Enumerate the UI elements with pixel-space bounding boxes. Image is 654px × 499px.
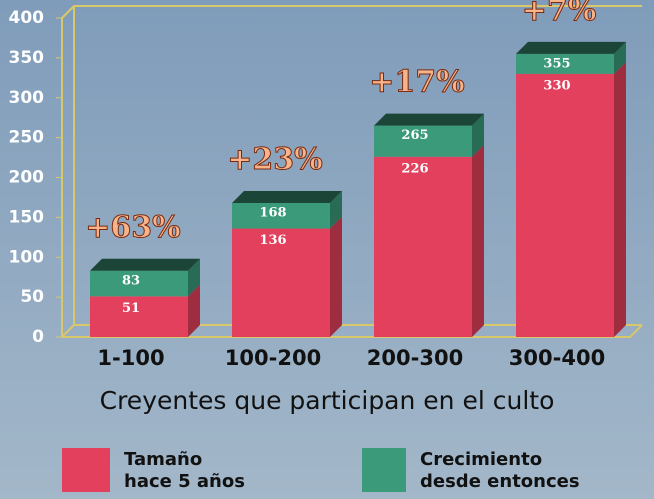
x-tick-label: 300-400	[509, 346, 605, 370]
x-tick-label: 1-100	[97, 346, 164, 370]
bar-segment	[516, 53, 614, 74]
y-tick-label: 0	[32, 327, 44, 347]
bar-segment	[90, 296, 188, 337]
bar-side	[188, 284, 200, 337]
legend-label: Tamaño hace 5 años	[124, 449, 245, 492]
value-label: 226	[401, 161, 428, 176]
value-label: 51	[122, 301, 140, 316]
y-tick-label: 50	[20, 287, 44, 307]
annotation: +23%	[227, 142, 322, 177]
bar-top	[516, 41, 626, 54]
y-tick-label: 150	[9, 207, 45, 227]
bar-segment	[232, 228, 330, 337]
bar-top	[90, 258, 200, 271]
bar-side	[188, 258, 200, 297]
bar-segment	[374, 156, 472, 337]
legend-label: Crecimiento desde entonces	[420, 449, 580, 492]
bar-segment	[232, 203, 330, 229]
bar-side	[472, 113, 484, 157]
annotation: +7%	[522, 0, 597, 28]
x-axis-title: Creyentes que participan en el culto	[100, 386, 555, 415]
bar-side	[330, 191, 342, 229]
x-tick-label: 100-200	[225, 346, 321, 370]
bar-segment	[374, 125, 472, 157]
annotation: +63%	[85, 210, 180, 245]
y-tick-label: 350	[9, 48, 45, 68]
y-tick-label: 250	[9, 128, 45, 148]
total-label: 265	[401, 128, 428, 143]
total-label: 355	[543, 56, 570, 71]
bar-top	[374, 113, 484, 126]
value-label: 136	[259, 233, 286, 248]
y-tick-label: 100	[9, 247, 45, 267]
bar-side	[614, 41, 626, 74]
y-tick-label: 200	[9, 168, 45, 188]
legend-swatch	[362, 448, 406, 492]
y-tick-label: 300	[9, 88, 45, 108]
legend-swatch	[62, 448, 110, 492]
bar-side	[472, 144, 484, 337]
x-tick-label: 200-300	[367, 346, 463, 370]
y-tick-label: 400	[9, 8, 45, 28]
annotation: +17%	[369, 65, 464, 100]
bar-side	[330, 216, 342, 337]
total-label: 168	[259, 206, 286, 221]
total-label: 83	[122, 273, 140, 288]
bar-top	[232, 191, 342, 204]
value-label: 330	[543, 78, 570, 93]
bar-segment	[516, 73, 614, 337]
bar-side	[614, 61, 626, 337]
bar-segment	[90, 270, 188, 297]
